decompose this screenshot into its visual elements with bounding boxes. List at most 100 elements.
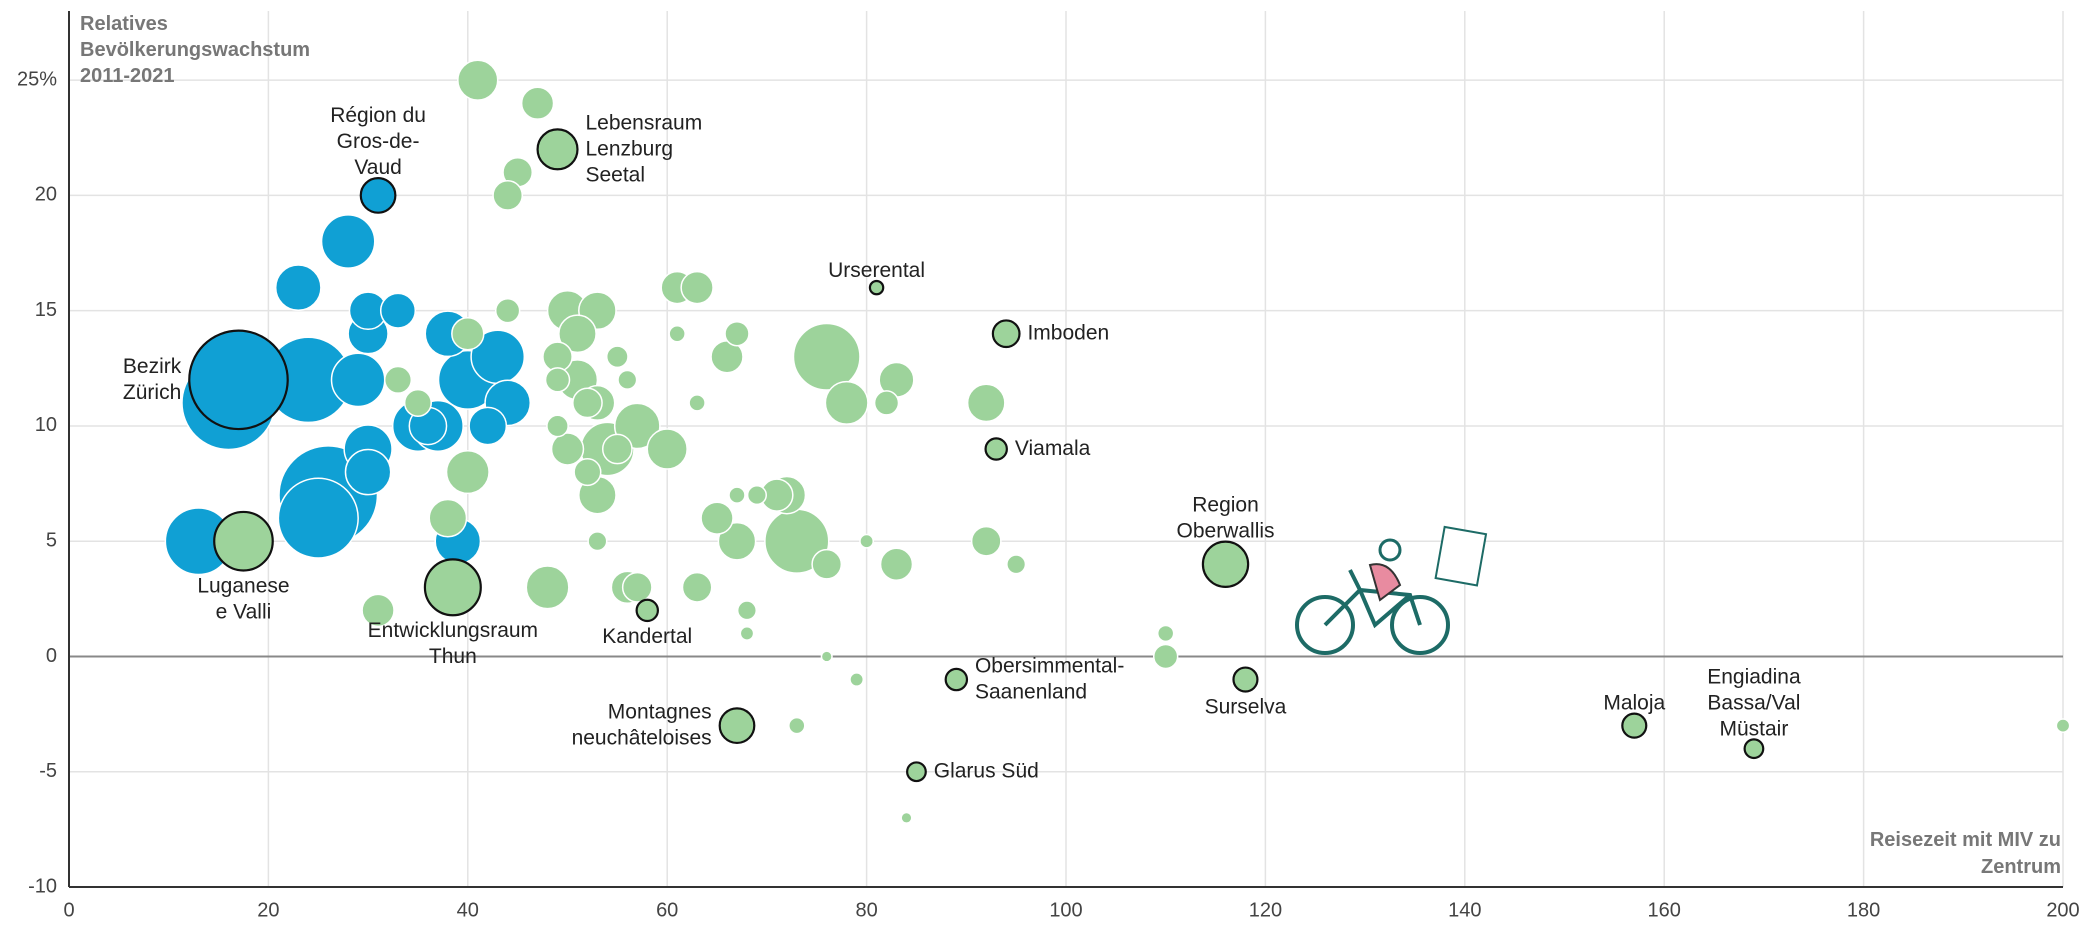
- bubble: [493, 181, 522, 210]
- x-tick-label: 200: [2046, 899, 2079, 921]
- bubble: [850, 673, 863, 686]
- bubble: [425, 559, 481, 615]
- bubble: [1745, 739, 1764, 758]
- bubble: [278, 478, 358, 558]
- bubble: [574, 459, 601, 486]
- bubble: [682, 573, 711, 602]
- bubble: [469, 407, 506, 444]
- y-tick-label: -5: [39, 760, 57, 782]
- bubble: [322, 215, 375, 268]
- bubble: [993, 320, 1020, 347]
- bubble-label: Viamala: [1015, 437, 1091, 460]
- bubble: [623, 573, 652, 602]
- y-tick-label: 25%: [17, 68, 57, 90]
- y-tick-label: 15: [35, 299, 57, 321]
- bubble: [725, 322, 749, 346]
- bubble: [547, 415, 568, 436]
- bubble: [496, 299, 520, 323]
- bubble: [669, 326, 685, 342]
- bubble-label: Maloja: [1603, 691, 1665, 714]
- bubble: [385, 367, 412, 394]
- bicycle-illustration: [1297, 527, 1486, 653]
- bubble: [789, 718, 805, 734]
- bubble: [701, 502, 733, 534]
- bubble: [607, 346, 628, 367]
- bubble: [526, 566, 569, 609]
- x-tick-label: 20: [257, 899, 279, 921]
- bubble: [729, 487, 745, 503]
- y-tick-label: 5: [46, 529, 57, 551]
- bubble-label: Urserental: [828, 259, 925, 282]
- bubble: [793, 324, 860, 391]
- bubble: [1158, 625, 1174, 641]
- bubble: [881, 548, 913, 580]
- x-tick-label: 120: [1249, 899, 1282, 921]
- bubble: [748, 486, 767, 505]
- bubble: [647, 429, 687, 469]
- x-tick-label: 180: [1847, 899, 1880, 921]
- bubble: [405, 390, 432, 417]
- bubble: [447, 451, 490, 494]
- bubble: [637, 600, 658, 621]
- bubble: [543, 342, 572, 371]
- bubble: [968, 384, 1005, 421]
- bubble: [901, 813, 912, 824]
- bubble: [825, 382, 868, 425]
- bubble-label: Surselva: [1205, 695, 1287, 718]
- y-tick-label: -10: [28, 875, 57, 897]
- bubble: [870, 281, 883, 294]
- bubble: [946, 669, 967, 690]
- x-tick-label: 40: [457, 899, 479, 921]
- bubble: [458, 60, 498, 100]
- bubble: [618, 371, 637, 390]
- bubble: [276, 265, 321, 310]
- x-tick-label: 0: [63, 899, 74, 921]
- bubble: [1203, 542, 1248, 587]
- bubble-label: Glarus Süd: [934, 759, 1039, 782]
- x-tick-label: 100: [1049, 899, 1082, 921]
- bubble: [573, 388, 602, 417]
- bubble: [738, 601, 757, 620]
- bubble: [588, 532, 607, 551]
- bubble: [860, 535, 873, 548]
- bubble: [720, 708, 755, 743]
- bubble: [332, 353, 385, 406]
- bubble-label: Imboden: [1027, 321, 1109, 344]
- bubble-label: Kandertal: [602, 625, 692, 648]
- bubble: [1233, 668, 1257, 692]
- bubble: [986, 438, 1007, 459]
- bubble: [522, 87, 554, 119]
- bubble: [1154, 645, 1178, 669]
- x-tick-label: 80: [855, 899, 877, 921]
- bubble: [538, 129, 578, 169]
- y-tick-label: 10: [35, 414, 57, 436]
- bubble: [821, 651, 832, 662]
- bubble: [345, 449, 390, 494]
- bubble: [452, 318, 484, 350]
- bubble: [552, 433, 584, 465]
- bubble: [429, 500, 466, 537]
- y-tick-label: 0: [46, 645, 57, 667]
- x-tick-label: 140: [1448, 899, 1481, 921]
- bubble: [907, 762, 926, 781]
- bubble: [1007, 555, 1026, 574]
- x-tick-label: 160: [1648, 899, 1681, 921]
- bubble: [1622, 714, 1646, 738]
- bubble: [603, 434, 632, 463]
- bubble: [189, 331, 287, 429]
- y-tick-label: 20: [35, 184, 57, 206]
- bubble: [2056, 719, 2069, 732]
- bubble: [214, 512, 273, 571]
- chart: 0 20 40 60 80 100 120 140 160 180 200 -10 -5 0 5 10 15 20…: [0, 0, 2085, 927]
- bubble: [546, 368, 570, 392]
- x-tick-label: 60: [656, 899, 678, 921]
- bubble: [361, 178, 396, 213]
